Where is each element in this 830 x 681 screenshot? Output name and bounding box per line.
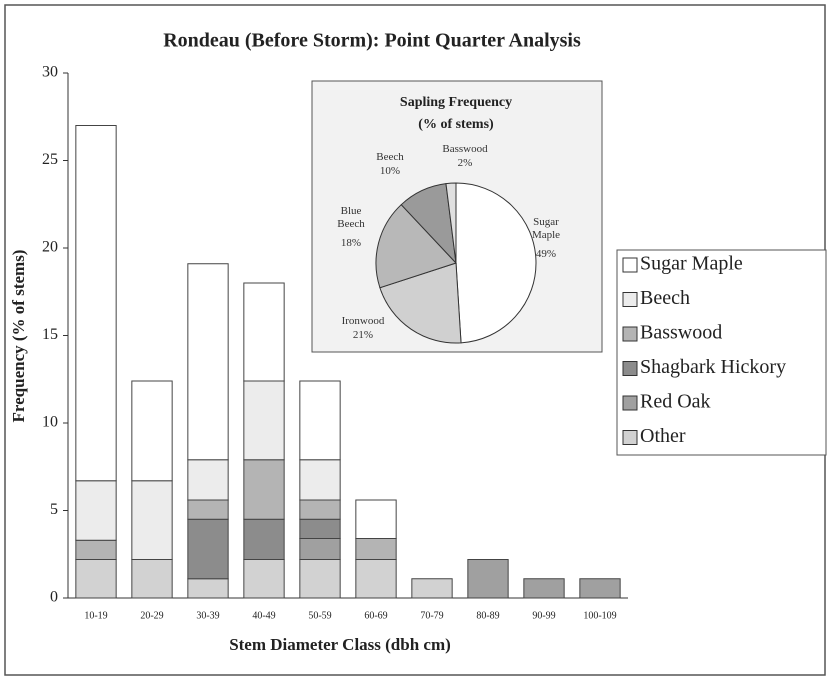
bar-segment [243, 559, 285, 599]
x-tick-label: 30-39 [196, 610, 219, 621]
legend-swatch [622, 361, 638, 376]
x-tick-label: 10-19 [84, 610, 107, 621]
bar-segment [467, 559, 509, 599]
bar-segment [131, 480, 173, 560]
legend-swatch [622, 430, 638, 445]
pie-label: Blue Beech [337, 205, 365, 230]
legend-label: Shagbark Hickory [640, 356, 786, 378]
bar-segment [299, 499, 341, 520]
bar-segment [131, 380, 173, 482]
bar-segment [187, 459, 229, 501]
legend-label: Red Oak [640, 391, 711, 413]
bar-segment [75, 480, 117, 541]
bar-segment [411, 578, 453, 599]
bar-segment [355, 538, 397, 560]
pie-subtitle: (% of stems) [418, 117, 494, 132]
bar-segment [523, 578, 565, 599]
x-tick-label: 70-79 [420, 610, 443, 621]
pie-value-label: 2% [457, 157, 473, 169]
pie-slice [455, 182, 537, 344]
pie-slice [375, 203, 457, 289]
bar-segment [579, 578, 621, 599]
y-tick-label: 25 [42, 151, 58, 168]
bar-segment [299, 538, 341, 560]
y-tick-label: 30 [42, 64, 58, 81]
x-tick-label: 20-29 [140, 610, 163, 621]
legend-label: Beech [640, 287, 690, 309]
bar-segment [75, 125, 117, 482]
y-axis-title: Frequency (% of stems) [9, 250, 28, 423]
pie-label: Sugar Maple [531, 216, 561, 241]
bar-segment [187, 518, 229, 580]
bar-segment [243, 380, 285, 461]
bar-segment [299, 380, 341, 461]
x-tick-label: 40-49 [252, 610, 275, 621]
y-tick-label: 5 [50, 501, 58, 518]
bar-segment [243, 459, 285, 520]
y-tick-label: 0 [50, 589, 58, 606]
bar-segment [243, 282, 285, 382]
bar-segment [299, 518, 341, 539]
chart-title: Rondeau (Before Storm): Point Quarter An… [163, 30, 581, 52]
x-tick-label: 50-59 [308, 610, 331, 621]
legend-swatch [622, 257, 638, 273]
y-tick-label: 10 [42, 414, 58, 431]
pie-label: Ironwood [341, 315, 385, 327]
x-tick-label: 100-109 [583, 610, 616, 621]
pie-value-label: 49% [535, 248, 557, 260]
y-tick-label: 20 [42, 239, 58, 256]
bar-segment [187, 578, 229, 599]
x-tick-label: 90-99 [532, 610, 555, 621]
pie-label: Beech [376, 151, 404, 163]
legend-box [616, 249, 827, 456]
bar-segment [299, 459, 341, 501]
pie-value-label: 10% [379, 165, 401, 177]
x-tick-label: 60-69 [364, 610, 387, 621]
legend-label: Sugar Maple [640, 253, 743, 275]
legend-swatch [622, 292, 638, 307]
x-tick-label: 80-89 [476, 610, 499, 621]
bar-segment [243, 518, 285, 560]
pie-slice [379, 262, 462, 344]
x-axis-title: Stem Diameter Class (dbh cm) [229, 635, 451, 654]
bar-segment [355, 559, 397, 599]
bar-segment [131, 559, 173, 599]
bar-segment [187, 263, 229, 461]
pie-slice [445, 182, 457, 264]
bar-segment [75, 559, 117, 599]
bar-segment [299, 559, 341, 599]
bar-segment [355, 499, 397, 539]
bar-segment [187, 499, 229, 520]
y-tick-label: 15 [42, 326, 58, 343]
legend-swatch [622, 326, 638, 342]
bar-segment [75, 539, 117, 560]
pie-value-label: 21% [352, 329, 374, 341]
pie-value-label: 18% [340, 237, 362, 249]
legend-label: Basswood [640, 322, 722, 344]
pie-label: Basswood [442, 143, 488, 155]
legend-label: Other [640, 425, 686, 447]
pie-title: Sapling Frequency [400, 95, 512, 110]
legend-swatch [622, 395, 638, 411]
